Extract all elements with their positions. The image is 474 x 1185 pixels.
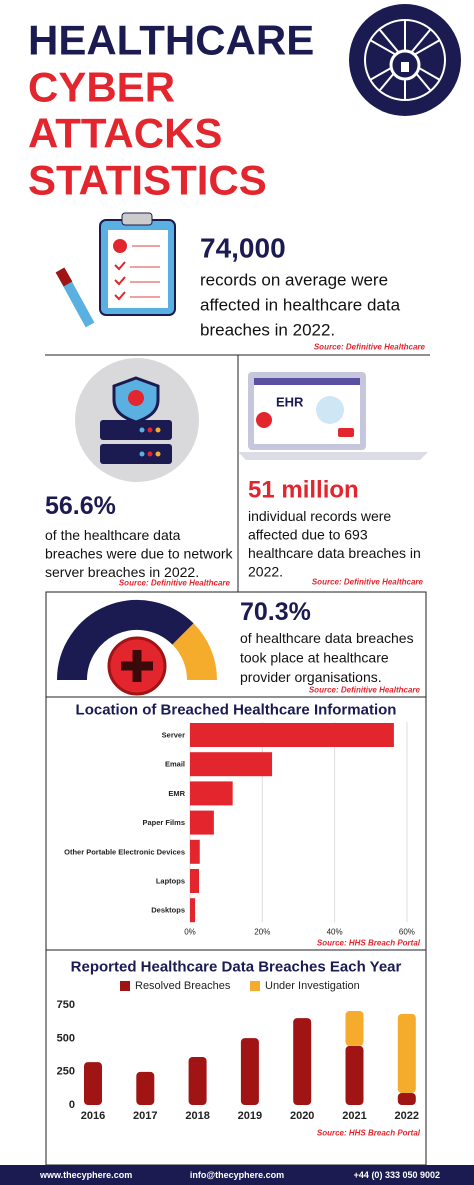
source: Source: Definitive Healthcare — [312, 578, 424, 587]
bar-segment — [84, 1062, 102, 1105]
bar — [190, 723, 394, 747]
source: Source: Definitive Healthcare — [314, 343, 426, 352]
stat-text: breaches were due to network — [45, 546, 234, 562]
stat-text: records on average were — [200, 271, 388, 290]
y-tick-label: 750 — [57, 999, 75, 1011]
y-tick-label: Desktops — [151, 906, 185, 915]
x-tick-label: 2017 — [133, 1110, 157, 1122]
source: Source: Definitive Healthcare — [119, 579, 231, 588]
laptop-icon: EHR — [238, 372, 428, 460]
stat-text: individual records were — [248, 508, 391, 524]
bar-segment — [188, 1057, 207, 1105]
stat-text: breaches in 2022. — [200, 321, 335, 340]
chart-title: Reported Healthcare Data Breaches Each Y… — [71, 959, 402, 976]
stat-value: 56.6% — [45, 492, 116, 520]
legend-label: Under Investigation — [265, 980, 360, 992]
bar-segment — [397, 1093, 416, 1105]
bar — [190, 752, 273, 777]
stat-text: provider organisations. — [240, 669, 382, 685]
y-tick-label: 500 — [57, 1032, 75, 1044]
chart-title: Location of Breached Healthcare Informat… — [76, 702, 397, 719]
bar-segment — [240, 1038, 259, 1105]
source: Source: Definitive Healthcare — [309, 686, 421, 695]
bar — [190, 781, 233, 806]
x-tick-label: 0% — [184, 928, 196, 937]
footer-bar — [0, 1165, 474, 1185]
bar-segment — [397, 1013, 416, 1093]
legend-label: Resolved Breaches — [135, 980, 231, 992]
footer-text: www.thecyphere.com — [39, 1170, 132, 1180]
y-tick-label: 250 — [57, 1066, 75, 1078]
stat-text: of healthcare data breaches — [240, 630, 414, 646]
y-tick-label: Server — [162, 731, 185, 740]
stat-value: 51 million — [248, 477, 359, 504]
x-tick-label: 2019 — [238, 1110, 262, 1122]
clipboard-icon — [55, 212, 176, 328]
legend-swatch — [120, 981, 130, 991]
source: Source: HHS Breach Portal — [317, 1129, 421, 1138]
stat-text: affected due to 693 — [248, 527, 368, 543]
stat-text: affected in healthcare data — [200, 296, 401, 315]
x-tick-label: 20% — [254, 928, 270, 937]
title-line: STATISTICS — [28, 157, 267, 204]
footer-text: info@thecyphere.com — [190, 1170, 284, 1180]
stat-text: server breaches in 2022. — [45, 564, 199, 580]
bar — [190, 869, 200, 893]
bar — [190, 839, 200, 864]
icon-label: EHR — [276, 395, 304, 410]
x-tick-label: 60% — [399, 928, 415, 937]
source: Source: HHS Breach Portal — [317, 939, 421, 948]
stat-text: of the healthcare data — [45, 527, 181, 543]
stat-value: 74,000 — [200, 233, 286, 264]
bar-segment — [293, 1018, 312, 1105]
y-tick-label: EMR — [168, 789, 185, 798]
server-icon — [75, 358, 199, 482]
title-line: CYBER — [28, 64, 175, 111]
y-tick-label: Paper Films — [142, 818, 185, 827]
x-tick-label: 2018 — [185, 1110, 209, 1122]
x-tick-label: 40% — [327, 928, 343, 937]
y-tick-label: Other Portable Electronic Devices — [64, 847, 185, 856]
logo — [349, 4, 461, 116]
x-tick-label: 2021 — [342, 1110, 366, 1122]
title-line: ATTACKS — [28, 110, 222, 157]
bar-segment — [345, 1045, 364, 1105]
footer-text: +44 (0) 333 050 9002 — [354, 1170, 440, 1180]
gauge-icon — [57, 599, 218, 696]
x-tick-label: 2020 — [290, 1110, 314, 1122]
y-tick-label: 0 — [69, 1099, 75, 1111]
y-tick-label: Email — [165, 760, 185, 769]
bar — [190, 810, 214, 835]
x-tick-label: 2022 — [395, 1110, 419, 1122]
bar-segment — [345, 1011, 364, 1046]
bar — [190, 898, 196, 923]
x-tick-label: 2016 — [81, 1110, 105, 1122]
stat-text: healthcare data breaches in — [248, 545, 421, 561]
stat-text: took place at healthcare — [240, 650, 389, 666]
stat-text: 2022. — [248, 564, 283, 580]
legend-swatch — [250, 981, 260, 991]
y-tick-label: Laptops — [156, 877, 185, 886]
bar-segment — [136, 1071, 155, 1105]
stat-value: 70.3% — [240, 598, 311, 626]
title-line: HEALTHCARE — [28, 17, 314, 64]
